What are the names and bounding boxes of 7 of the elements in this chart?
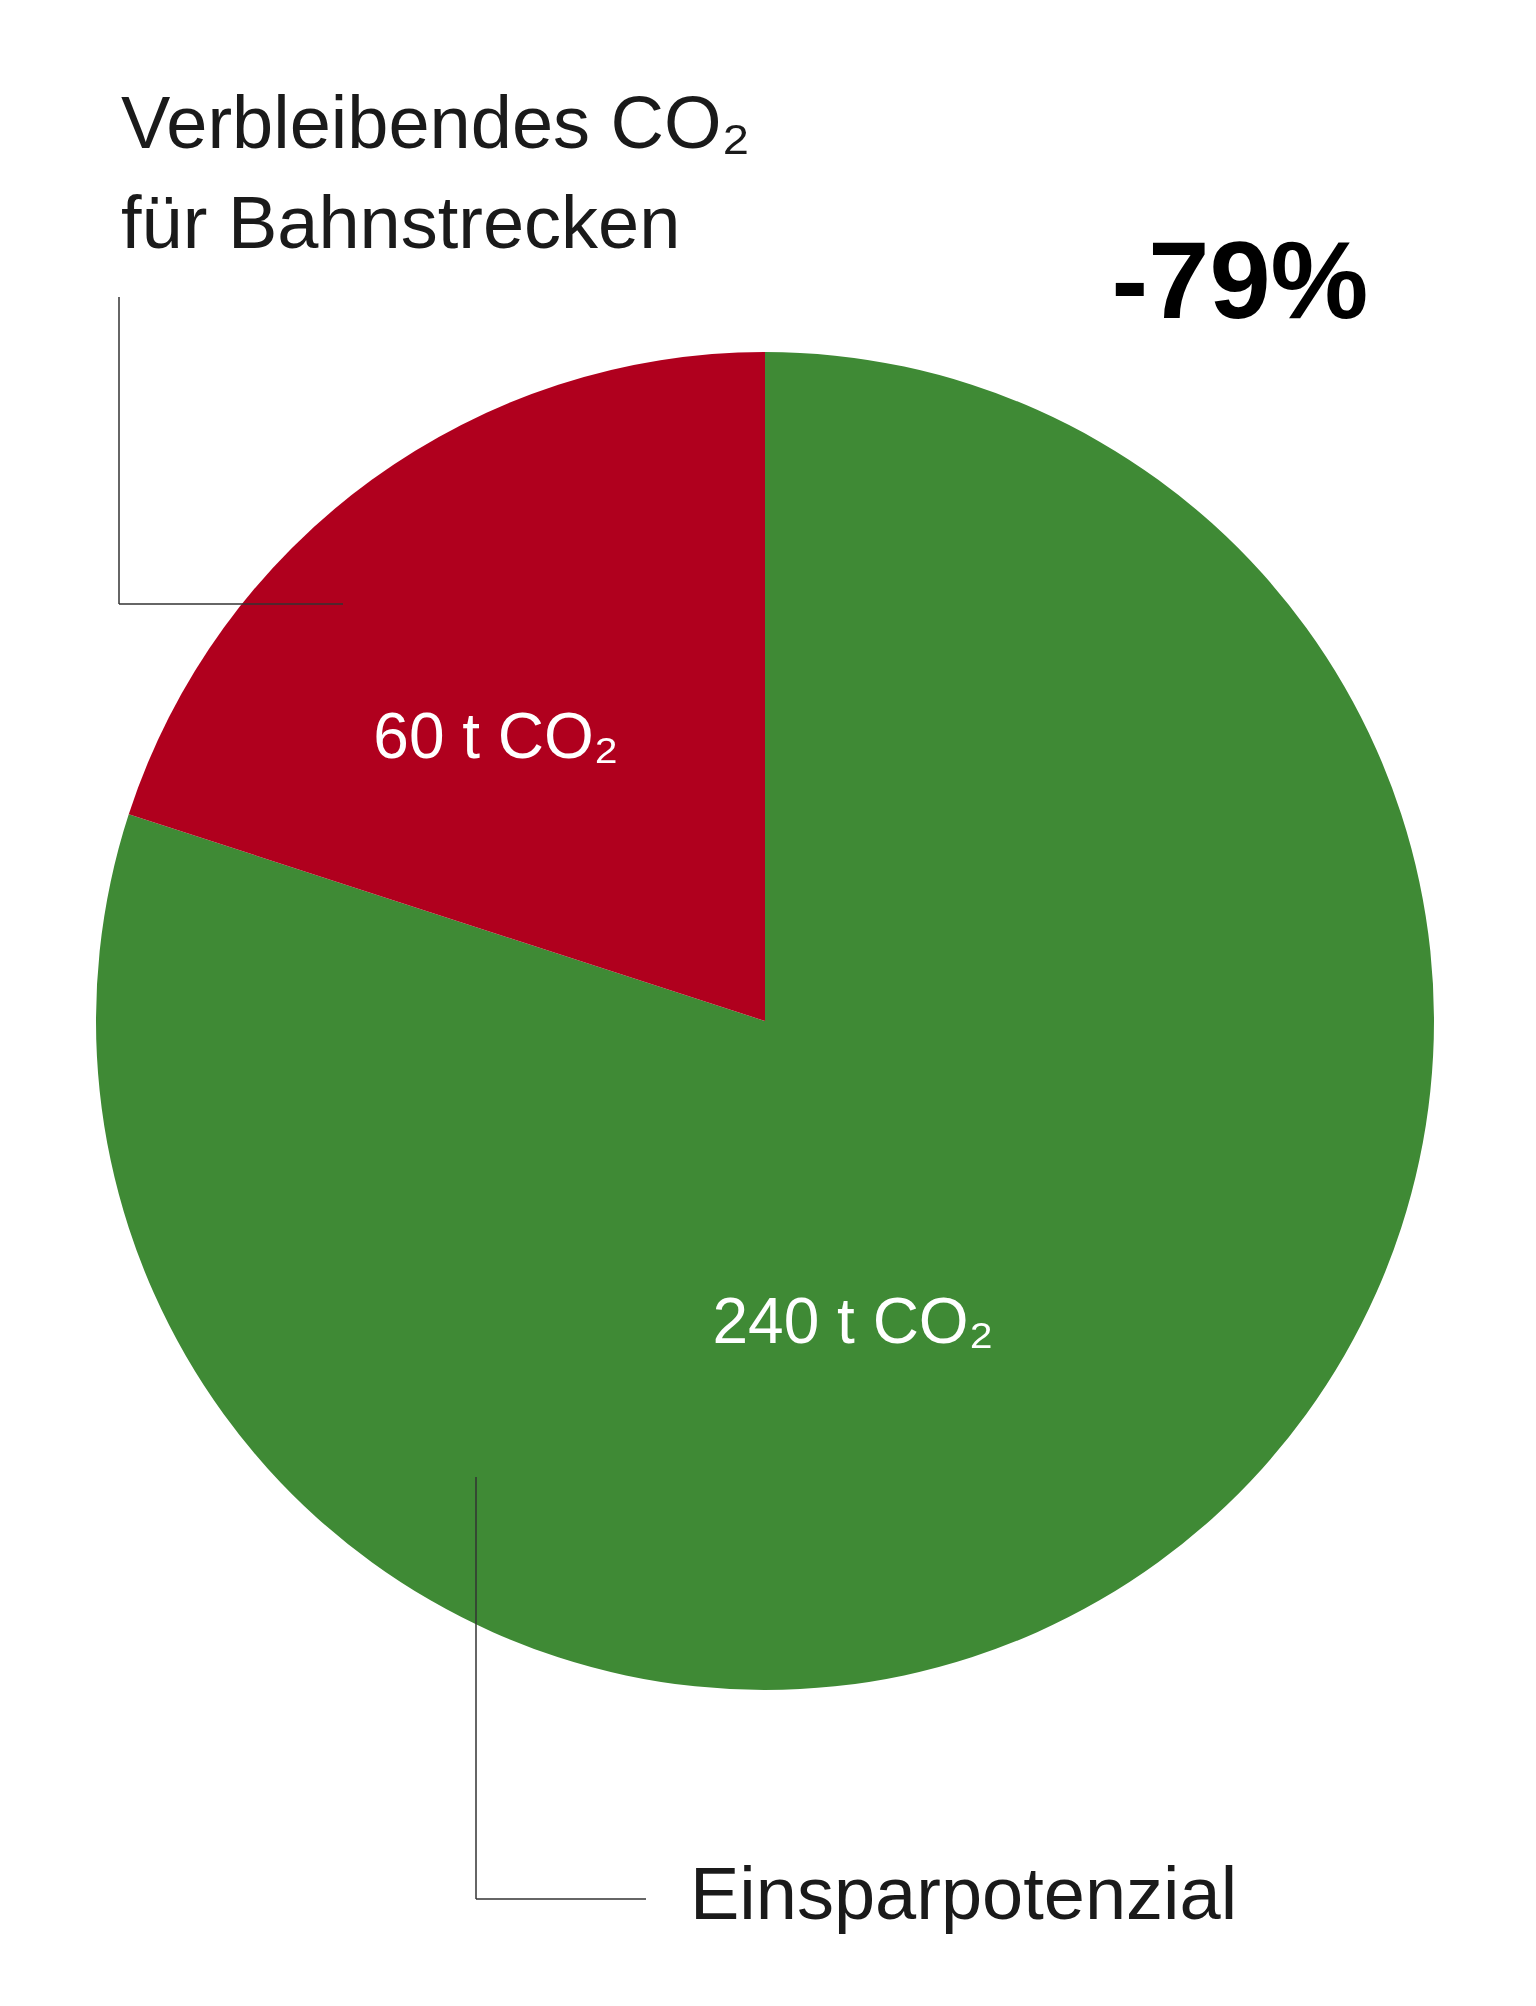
data-label: 60 t CO₂ (373, 700, 619, 772)
text: -79% (1111, 218, 1369, 341)
slice-label: Einsparpotenzial (690, 1852, 1238, 1935)
pie-slice (128, 352, 765, 1021)
data-label: 240 t CO₂ (712, 1285, 994, 1357)
slice-label: Verbleibendes CO₂ für Bahnstrecken (121, 81, 751, 264)
pie-slice (97, 352, 1434, 1690)
